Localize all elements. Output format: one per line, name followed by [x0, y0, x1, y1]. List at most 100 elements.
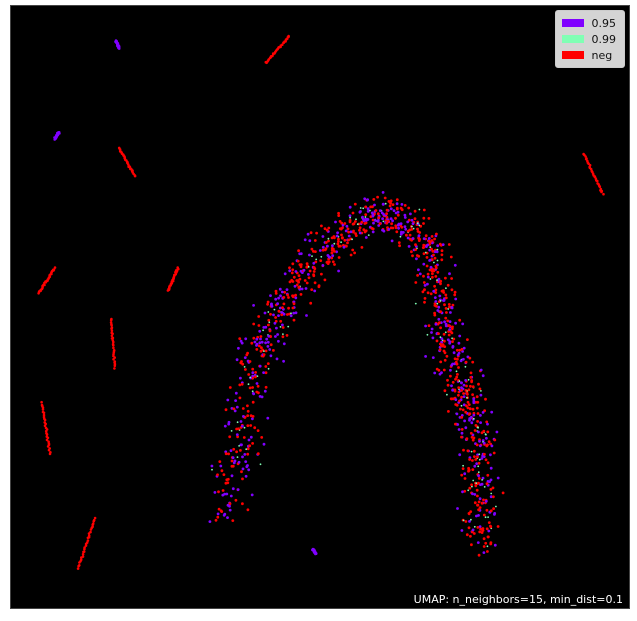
point-167 — [223, 424, 227, 428]
point-676 — [411, 225, 413, 228]
point-1076 — [484, 397, 487, 401]
point-1234 — [469, 510, 473, 513]
point-780 — [428, 258, 432, 262]
point-1507 — [81, 555, 85, 558]
point-226 — [237, 346, 240, 350]
point-1529 — [93, 516, 97, 520]
point-431 — [337, 240, 340, 243]
point-444 — [313, 267, 317, 271]
point-673 — [418, 208, 421, 211]
point-993 — [482, 429, 486, 433]
point-602 — [374, 209, 378, 212]
point-1516 — [86, 539, 90, 542]
point-741 — [436, 259, 439, 262]
point-881 — [448, 320, 452, 323]
point-969 — [454, 377, 457, 381]
point-405 — [323, 227, 327, 231]
point-827 — [431, 356, 435, 359]
point-895 — [451, 345, 455, 349]
point-1005 — [464, 426, 468, 430]
point-1135 — [482, 455, 486, 458]
point-1207 — [470, 543, 473, 547]
point-222 — [264, 365, 268, 368]
point-971 — [439, 344, 443, 348]
point-1224 — [485, 482, 489, 486]
point-804 — [434, 266, 438, 270]
point-71 — [240, 470, 243, 474]
point-712 — [391, 219, 394, 223]
point-61 — [226, 477, 230, 481]
point-230 — [268, 348, 272, 351]
point-101 — [251, 367, 255, 371]
point-717 — [424, 251, 427, 254]
point-134 — [267, 367, 270, 370]
point-1512 — [83, 546, 86, 549]
point-191 — [266, 340, 270, 344]
point-152 — [239, 361, 243, 365]
point-58 — [241, 455, 244, 459]
point-317 — [283, 272, 287, 276]
point-1109 — [492, 451, 496, 455]
point-1216 — [465, 533, 469, 537]
point-620 — [381, 228, 384, 232]
point-594 — [416, 227, 419, 231]
point-671 — [414, 248, 417, 252]
point-515 — [351, 238, 353, 241]
point-1226 — [477, 500, 481, 504]
point-177 — [235, 358, 239, 362]
point-1241 — [482, 551, 486, 554]
point-915 — [456, 357, 459, 361]
point-824 — [466, 338, 469, 341]
point-864 — [461, 350, 464, 353]
point-170 — [251, 390, 254, 393]
point-707 — [410, 228, 414, 231]
point-502 — [348, 220, 352, 224]
point-241 — [274, 335, 277, 338]
point-186 — [244, 337, 248, 341]
point-690 — [422, 252, 426, 256]
point-884 — [439, 310, 442, 314]
point-57 — [256, 452, 260, 456]
point-784 — [414, 302, 417, 305]
point-675 — [417, 239, 421, 243]
point-429 — [320, 272, 323, 276]
point-573 — [413, 209, 417, 213]
point-768 — [433, 256, 437, 260]
point-87 — [251, 442, 255, 445]
point-545 — [384, 202, 387, 205]
point-1524 — [91, 525, 94, 528]
point-115 — [234, 399, 238, 402]
point-790 — [416, 274, 419, 277]
point-397 — [320, 224, 323, 228]
point-855 — [454, 297, 458, 301]
point-1532 — [584, 155, 587, 158]
point-45 — [237, 460, 241, 464]
point-1220 — [482, 545, 486, 548]
point-161 — [228, 386, 232, 389]
point-751 — [450, 277, 453, 280]
point-1173 — [489, 495, 493, 499]
point-797 — [422, 262, 426, 266]
point-667 — [415, 257, 418, 261]
point-930 — [438, 372, 442, 376]
point-28 — [246, 424, 250, 427]
point-327 — [280, 290, 284, 294]
point-978 — [446, 378, 449, 382]
legend-label-2: neg — [591, 48, 613, 62]
point-513 — [339, 227, 343, 231]
point-958 — [442, 368, 446, 372]
point-551 — [376, 220, 380, 223]
point-316 — [292, 275, 296, 279]
point-1240 — [472, 532, 476, 535]
point-822 — [451, 337, 453, 340]
point-80 — [235, 450, 239, 454]
point-262 — [274, 297, 278, 301]
point-585 — [399, 222, 403, 226]
point-705 — [430, 247, 433, 251]
point-806 — [448, 272, 451, 276]
point-1106 — [473, 455, 476, 458]
point-874 — [434, 322, 438, 326]
point-775 — [418, 272, 422, 276]
point-1163 — [485, 444, 489, 448]
point-214 — [279, 294, 282, 298]
